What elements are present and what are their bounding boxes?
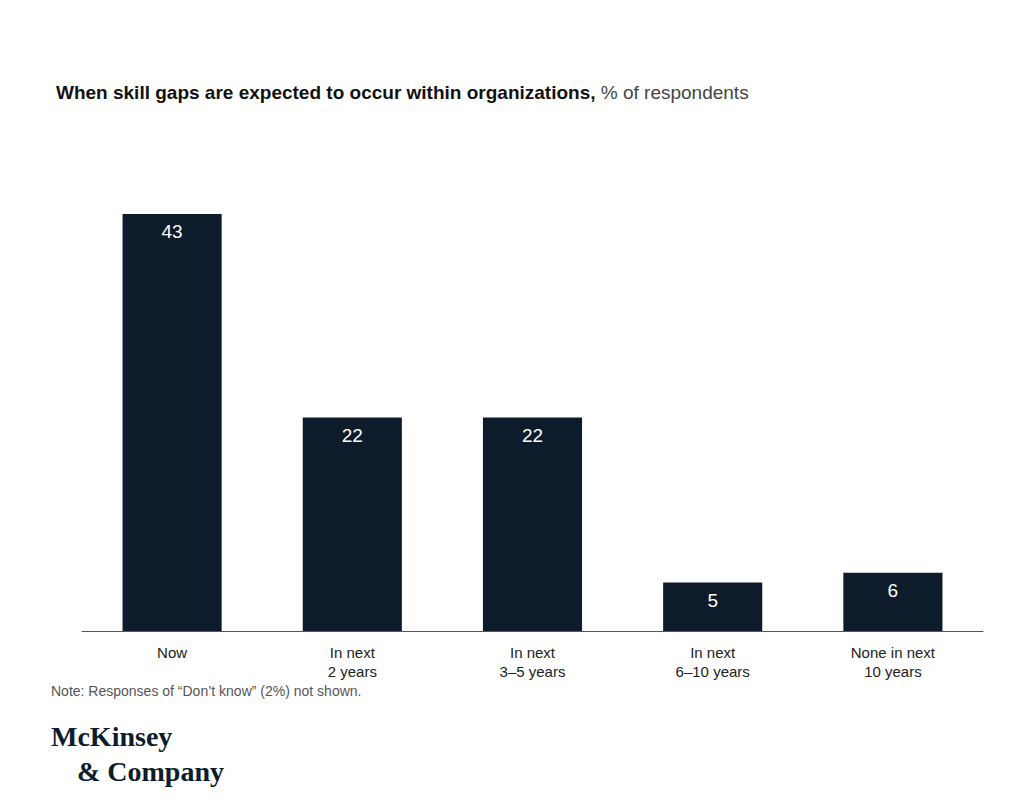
svg-text:43: 43 <box>162 221 183 242</box>
svg-text:None in next: None in next <box>851 644 936 661</box>
svg-text:In next: In next <box>690 644 736 661</box>
svg-text:10 years: 10 years <box>864 663 922 680</box>
svg-text:Note: Responses of “Don’t know: Note: Responses of “Don’t know” (2%) not… <box>51 683 361 699</box>
svg-text:5: 5 <box>707 590 718 611</box>
svg-text:Now: Now <box>157 644 187 661</box>
svg-text:In next: In next <box>510 644 556 661</box>
svg-text:22: 22 <box>522 425 543 446</box>
svg-text:% of respondents: % of respondents <box>595 82 748 103</box>
svg-text:6–10 years: 6–10 years <box>676 663 750 680</box>
svg-text:6: 6 <box>888 580 899 601</box>
svg-text:When skill gaps are expected t: When skill gaps are expected to occur wi… <box>56 82 596 103</box>
svg-text:McKinsey: McKinsey <box>51 721 172 752</box>
svg-text:In next: In next <box>330 644 376 661</box>
svg-text:& Company: & Company <box>77 756 224 787</box>
svg-text:3–5 years: 3–5 years <box>500 663 566 680</box>
svg-text:22: 22 <box>342 425 363 446</box>
svg-text:2 years: 2 years <box>328 663 377 680</box>
